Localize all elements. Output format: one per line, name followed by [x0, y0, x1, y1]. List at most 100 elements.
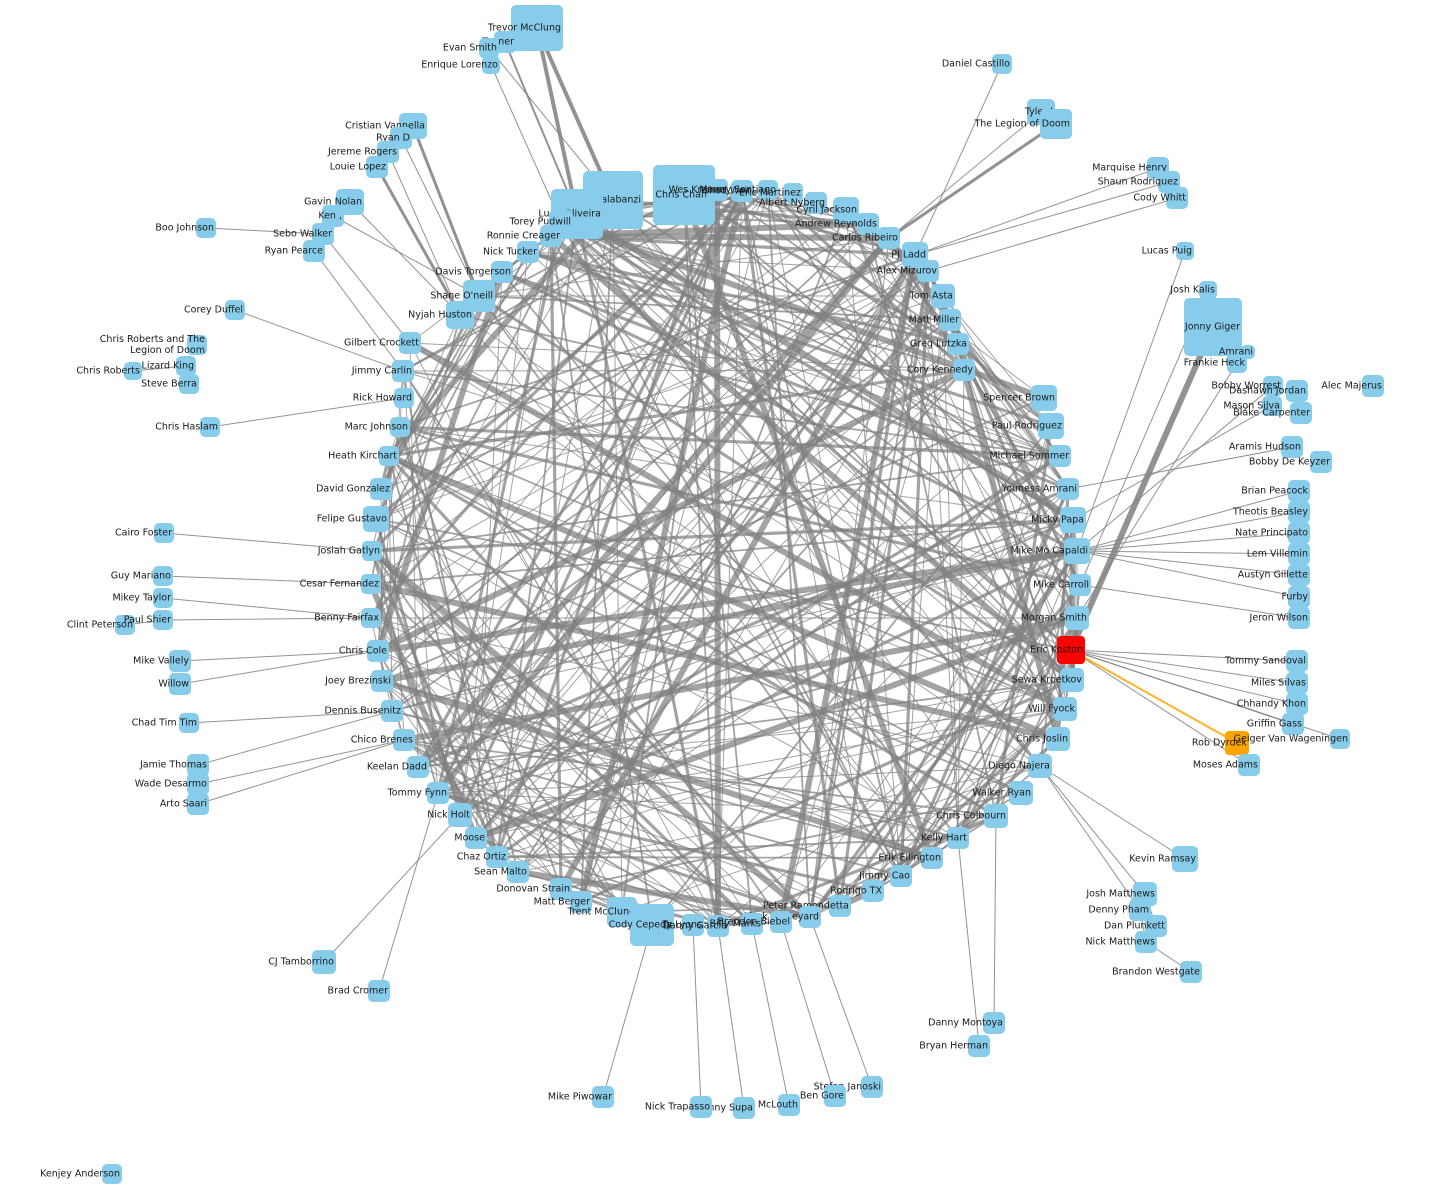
graph-node-tommy-sandoval[interactable] [1286, 650, 1308, 672]
graph-node-amrani[interactable] [1241, 345, 1255, 359]
graph-node-aramis-hudson[interactable] [1281, 436, 1303, 458]
graph-node-ty-lyons[interactable] [682, 914, 704, 936]
graph-node-chris-joslin[interactable] [1046, 727, 1070, 751]
graph-node-theotis-beasley[interactable] [1288, 501, 1310, 523]
graph-node-josiah-gatlyn[interactable] [362, 541, 382, 561]
graph-node-chris-roberts-and-the-legion-of-doom[interactable] [187, 335, 207, 355]
graph-node-greg-lutzka[interactable] [947, 333, 969, 355]
graph-node-cody-whitt[interactable] [1166, 187, 1188, 209]
graph-node-arto-saari[interactable] [187, 793, 209, 815]
graph-node-eric-koston[interactable] [1057, 636, 1085, 664]
graph-node-bryan-herman[interactable] [968, 1035, 990, 1057]
graph-node-jamie-thomas[interactable] [187, 754, 209, 776]
graph-node-cesar-fernandez[interactable] [361, 574, 381, 594]
graph-node-micky-papa[interactable] [1060, 507, 1086, 533]
graph-node-kenjey-anderson[interactable] [102, 1164, 122, 1184]
graph-node-brandon-biebel[interactable] [770, 911, 792, 933]
graph-node-cj-tamborrino[interactable] [312, 950, 336, 974]
graph-node-alec-majerus[interactable] [1362, 375, 1384, 397]
graph-node-lizard-king[interactable] [176, 356, 196, 376]
graph-node-louie-lopez[interactable] [366, 156, 388, 178]
graph-node-austyn-gillette[interactable] [1288, 564, 1310, 586]
graph-node-wade-desarmo[interactable] [187, 773, 209, 795]
graph-node-steve-berra[interactable] [179, 374, 199, 394]
graph-node-erik-ellington[interactable] [921, 847, 943, 869]
graph-node-furby[interactable] [1288, 586, 1310, 608]
graph-node-tom-asta[interactable] [931, 284, 955, 308]
graph-node-eric-martinez[interactable] [783, 183, 803, 203]
graph-node-felipe-gustavo[interactable] [363, 506, 389, 532]
graph-node-nyjah-huston[interactable] [446, 301, 474, 329]
graph-node-moose[interactable] [465, 827, 487, 849]
graph-node-mark-appleyard[interactable] [799, 906, 821, 928]
graph-node-peter-ramondetta[interactable] [829, 895, 851, 917]
graph-node-moses-adams[interactable] [1238, 754, 1260, 776]
graph-node-chris-colbourn[interactable] [984, 804, 1008, 828]
graph-node-stefan-janoski[interactable] [861, 1076, 883, 1098]
graph-node-boo-johnson[interactable] [196, 218, 216, 238]
graph-node-spencer-brown[interactable] [1031, 385, 1057, 411]
graph-node-andrew-reynolds[interactable] [857, 213, 879, 235]
graph-node-tanner[interactable] [494, 31, 516, 53]
graph-node-blake-carpenter[interactable] [1290, 402, 1312, 424]
graph-node-ishod-wair[interactable] [731, 180, 753, 202]
graph-node-willow[interactable] [169, 673, 191, 695]
graph-node-rick-howard[interactable] [394, 388, 414, 408]
graph-node-danny-supa[interactable] [733, 1097, 755, 1119]
graph-node-griffin-gass[interactable] [1282, 713, 1304, 735]
graph-node-josh-kalis[interactable] [1199, 281, 1217, 299]
graph-node-nick-trapasso[interactable] [690, 1096, 712, 1118]
graph-node-nick-tucker[interactable] [517, 241, 539, 263]
graph-node-chris-haslam[interactable] [200, 417, 220, 437]
graph-node-guy-mariano[interactable] [153, 566, 173, 586]
graph-node-clint-peterson[interactable] [115, 615, 135, 635]
graph-node-keelan-dadd[interactable] [407, 756, 429, 778]
graph-node-walker-ryan[interactable] [1009, 781, 1033, 805]
graph-node-sewa-kroetkov[interactable] [1060, 668, 1084, 692]
graph-node-nick-holt[interactable] [448, 803, 472, 827]
graph-node-the-legion-of-doom[interactable] [1040, 109, 1072, 139]
graph-node-manny-santiago[interactable] [758, 180, 778, 200]
graph-node-nick-matthews[interactable] [1135, 931, 1157, 953]
graph-node-chad-tim-tim[interactable] [179, 713, 199, 733]
graph-node-billy-marks[interactable] [741, 913, 763, 935]
graph-node-sebo-walker[interactable] [312, 223, 334, 245]
graph-node-rodrigo-tx[interactable] [862, 880, 884, 902]
graph-node-cyril-jackson[interactable] [833, 197, 859, 223]
graph-node-michael-sommer[interactable] [1049, 445, 1071, 467]
graph-node-wes-kremer[interactable] [706, 179, 728, 201]
graph-node-jimmy-carlin[interactable] [392, 360, 414, 382]
graph-node-chhandy-khon[interactable] [1286, 693, 1308, 715]
graph-node-danny-montoya[interactable] [983, 1012, 1005, 1034]
graph-node-brandon-westgate[interactable] [1180, 961, 1202, 983]
graph-node-chaz-ortiz[interactable] [486, 846, 508, 868]
graph-node-enrique-lorenzo[interactable] [482, 56, 500, 74]
graph-node-mason-silva[interactable] [1262, 396, 1282, 416]
graph-node-brian-peacock[interactable] [1288, 480, 1310, 502]
graph-node-dennis-busenitz[interactable] [381, 700, 403, 722]
graph-node-evan-smith[interactable] [479, 38, 499, 58]
graph-node-kelly-hart[interactable] [947, 827, 969, 849]
graph-node-jimmy-cao[interactable] [890, 865, 912, 887]
graph-node-carlos-ribeiro[interactable] [878, 227, 900, 249]
graph-node-heath-kirchart[interactable] [379, 446, 399, 466]
graph-node-kevin-ramsay[interactable] [1172, 846, 1198, 872]
graph-node-alex-mizurov[interactable] [917, 260, 939, 282]
graph-node-tommy-fynn[interactable] [427, 782, 449, 804]
graph-node-mike-vallely[interactable] [169, 650, 191, 672]
graph-node-benny-fairfax[interactable] [361, 608, 381, 628]
graph-node-paul-shier[interactable] [153, 610, 173, 630]
graph-node-bobby-de-keyzer[interactable] [1310, 451, 1332, 473]
graph-node-ronnie-creager[interactable] [540, 225, 562, 247]
graph-node-chris-roberts[interactable] [124, 362, 142, 380]
graph-node-mikey-taylor[interactable] [153, 588, 173, 608]
graph-node-corey-duffel[interactable] [225, 300, 245, 320]
graph-node-dashawn-jordan[interactable] [1286, 380, 1308, 402]
graph-node-mike-carroll[interactable] [1069, 574, 1091, 596]
graph-node-rob-dyrdek[interactable] [1225, 731, 1249, 755]
graph-node-bobby-worrest[interactable] [1263, 376, 1283, 396]
graph-node-danny-garcia[interactable] [707, 915, 729, 937]
graph-node-will-fyock[interactable] [1053, 697, 1077, 721]
